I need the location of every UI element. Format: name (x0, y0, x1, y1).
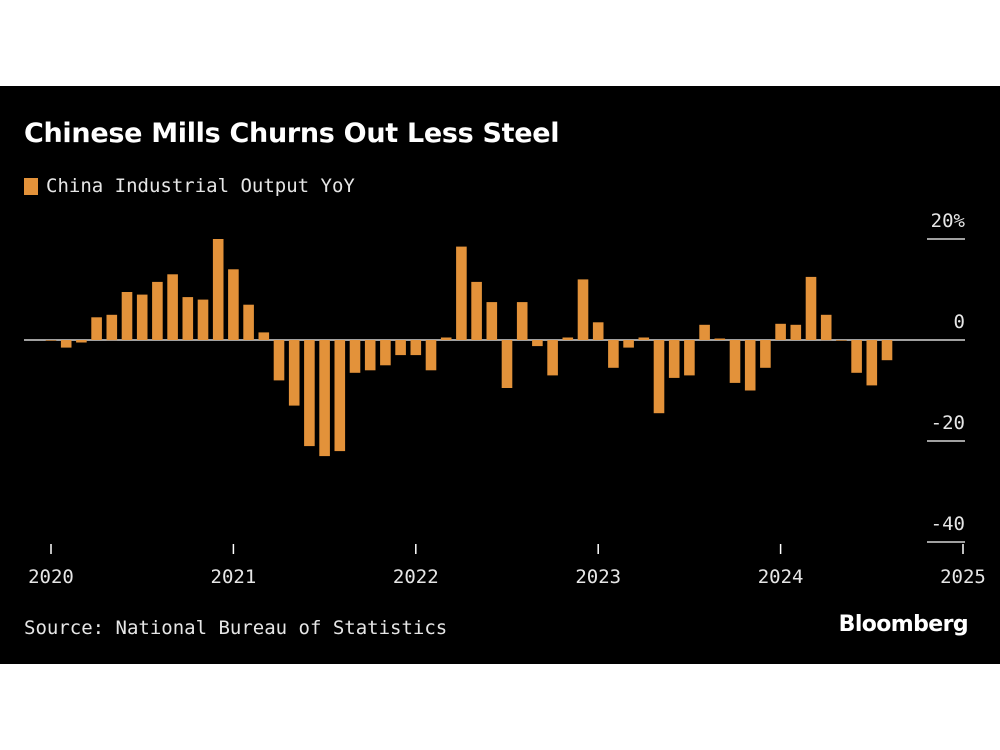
bar (714, 338, 726, 340)
legend: China Industrial Output YoY (24, 174, 355, 198)
bar (501, 340, 513, 388)
bar (440, 337, 452, 340)
x-tick-label: 2022 (393, 566, 439, 588)
bar (881, 340, 893, 361)
x-tick-label: 2025 (940, 566, 986, 588)
bar (212, 239, 224, 340)
bar (60, 340, 72, 348)
bar (91, 317, 102, 340)
bloomberg-logo: Bloomberg (838, 612, 969, 637)
bar (425, 340, 437, 371)
bar (486, 302, 498, 340)
bar (775, 323, 786, 340)
bar (319, 340, 330, 457)
y-axis: 20% 0 -20 -40 (927, 210, 966, 543)
y-tick-label: -20 (931, 412, 965, 434)
bar (243, 304, 254, 340)
bar (182, 297, 194, 340)
bar (45, 340, 57, 341)
bar (273, 340, 285, 381)
bar (592, 322, 604, 340)
bar (547, 340, 558, 376)
bar (516, 302, 528, 340)
x-tick-label: 2020 (28, 566, 74, 588)
bar (121, 292, 133, 340)
bar (684, 340, 695, 376)
bar (836, 340, 847, 341)
x-tick-label: 2024 (758, 566, 804, 588)
y-tick-label: 20% (931, 210, 966, 232)
bar (76, 340, 87, 343)
bar (106, 314, 118, 341)
bar (638, 337, 650, 340)
bar (334, 340, 346, 452)
bar (653, 340, 665, 414)
source-note: Source: National Bureau of Statistics (24, 617, 448, 639)
bar-chart: 20% 0 -20 -40 2020 2021 2022 2023 2024 2025 (24, 210, 986, 588)
bar (304, 340, 315, 447)
bar (288, 340, 300, 406)
bar (805, 276, 817, 340)
bar (820, 314, 832, 341)
bar (258, 332, 270, 340)
bar (349, 340, 361, 373)
bar (577, 279, 589, 340)
bar (228, 269, 239, 340)
bar (456, 246, 467, 340)
y-tick-label: 0 (954, 311, 965, 333)
x-axis: 2020 2021 2022 2023 2024 2025 (28, 544, 986, 588)
bar (136, 294, 148, 340)
bars-group (45, 239, 893, 457)
bar (699, 324, 710, 340)
bar (380, 340, 391, 366)
bar (851, 340, 862, 373)
x-tick-label: 2021 (211, 566, 257, 588)
bar (364, 340, 376, 371)
bar (760, 340, 771, 368)
bar (668, 340, 680, 378)
y-tick-label: -40 (931, 513, 965, 535)
bar (471, 281, 482, 340)
bar (532, 340, 543, 347)
chart-title: Chinese Mills Churns Out Less Steel (24, 118, 560, 149)
bar (395, 340, 406, 356)
bar (729, 340, 741, 383)
bar (410, 340, 422, 356)
bar (562, 337, 574, 340)
bar (623, 340, 634, 348)
bar (152, 281, 163, 340)
bar (744, 340, 756, 391)
bar (790, 324, 802, 340)
bar (866, 340, 878, 386)
legend-label: China Industrial Output YoY (46, 175, 355, 197)
x-tick-label: 2023 (575, 566, 621, 588)
legend-swatch (24, 177, 38, 195)
bar (167, 274, 178, 340)
bar (197, 299, 209, 340)
chart-card: Chinese Mills Churns Out Less Steel Chin… (0, 86, 1000, 664)
bar (608, 340, 619, 368)
